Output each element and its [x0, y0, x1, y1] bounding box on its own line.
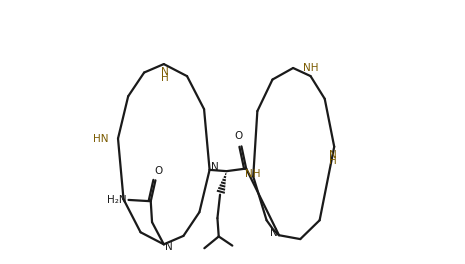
Text: NH: NH [246, 169, 261, 179]
Text: O: O [234, 131, 242, 141]
Text: N: N [211, 162, 219, 172]
Text: N: N [329, 150, 337, 160]
Text: NH: NH [303, 63, 319, 73]
Text: N: N [165, 242, 173, 252]
Text: O: O [154, 166, 163, 176]
Text: H: H [329, 156, 337, 166]
Text: H: H [161, 73, 169, 83]
Text: N: N [161, 67, 169, 77]
Text: HN: HN [93, 134, 109, 144]
Text: N: N [270, 228, 278, 238]
Text: H₂N: H₂N [107, 195, 126, 205]
